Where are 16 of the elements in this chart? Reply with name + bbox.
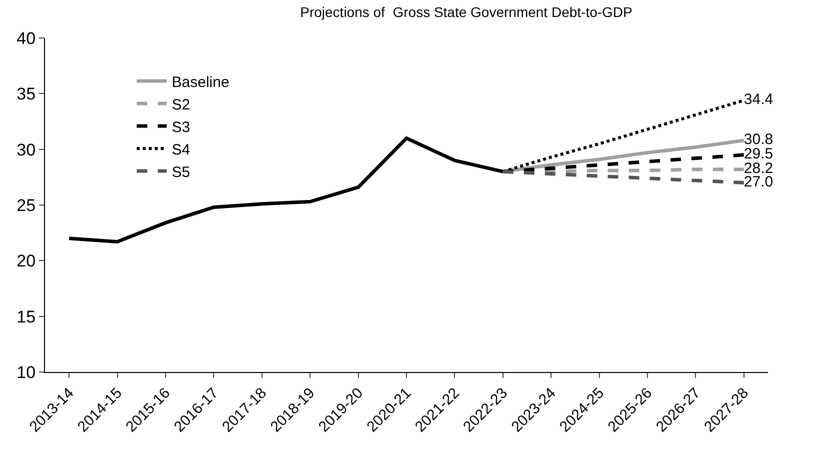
y-tick-label: 35 [16, 84, 36, 104]
legend-label: S4 [172, 141, 190, 158]
legend-label: Baseline [172, 74, 230, 91]
y-tick-label: 10 [16, 362, 36, 382]
data-label: 30.8 [744, 131, 774, 148]
y-tick-label: 20 [16, 252, 36, 271]
y-tick-label: 15 [16, 307, 36, 326]
chart-title: Projections of Gross State Government Debt-to-GDP [300, 4, 632, 20]
data-label: 34.4 [744, 91, 774, 108]
legend-label: S3 [172, 118, 190, 136]
legend-label: S2 [172, 96, 190, 114]
y-tick-label: 40 [16, 28, 36, 48]
data-label: 29.5 [744, 146, 774, 163]
y-tick-label: 30 [16, 140, 36, 160]
legend-label: S5 [172, 164, 190, 181]
y-tick-label: 25 [16, 196, 36, 215]
